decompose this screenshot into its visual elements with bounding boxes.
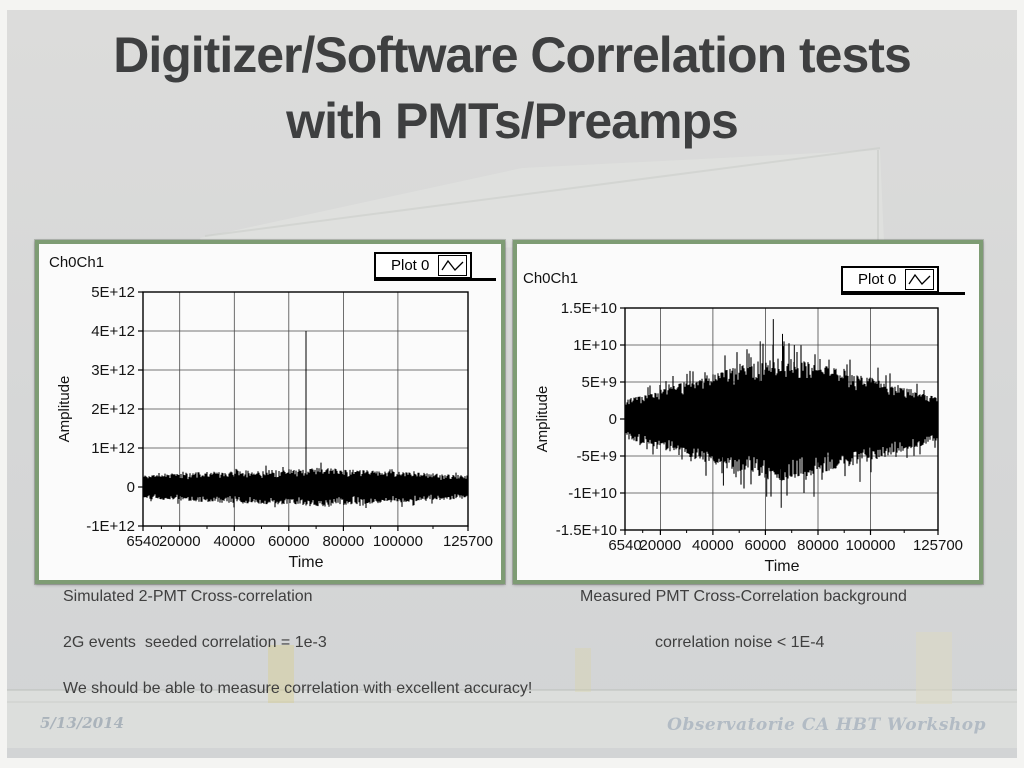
legend-underline: [841, 292, 965, 295]
svg-text:60000: 60000: [745, 537, 787, 554]
svg-text:125700: 125700: [913, 537, 963, 554]
caption-conclusion: We should be able to measure correlation…: [63, 680, 533, 697]
svg-text:-5E+9: -5E+9: [577, 448, 617, 465]
svg-text:0: 0: [609, 411, 617, 428]
background-photo: [7, 147, 1017, 748]
legend-underline: [374, 278, 496, 281]
svg-text:Time: Time: [289, 554, 324, 571]
svg-text:1E+10: 1E+10: [573, 337, 617, 354]
svg-text:6540: 6540: [126, 533, 159, 550]
svg-text:2E+12: 2E+12: [91, 401, 135, 418]
caption-simulated-title: Simulated 2-PMT Cross-correlation: [63, 588, 313, 605]
svg-text:-1.5E+10: -1.5E+10: [556, 522, 617, 539]
legend-label: Plot 0: [858, 271, 897, 288]
zigzag-line-icon: [438, 255, 468, 276]
svg-text:-1E+12: -1E+12: [86, 518, 135, 535]
svg-text:100000: 100000: [845, 537, 895, 554]
slide-title-line2: with PMTs/Preamps: [286, 93, 739, 149]
svg-text:20000: 20000: [640, 537, 682, 554]
plot-title: Ch0Ch1: [523, 270, 579, 287]
slide-title-line1: Digitizer/Software Correlation tests: [113, 27, 912, 83]
svg-text:40000: 40000: [213, 533, 255, 550]
svg-text:-1E+10: -1E+10: [568, 485, 617, 502]
plot-title: Ch0Ch1: [49, 254, 105, 271]
zigzag-line-icon: [905, 269, 935, 290]
footer-date: 5/13/2014: [40, 714, 125, 732]
footer-credit: Observatorie CA HBT Workshop: [667, 715, 986, 735]
caption-simulated-detail: 2G events seeded correlation = 1e-3: [63, 634, 327, 651]
plot-legend: Plot 0: [841, 266, 940, 293]
svg-text:80000: 80000: [323, 533, 365, 550]
svg-text:80000: 80000: [797, 537, 839, 554]
simulated-correlation-chart: 6540 20000 40000 60000 80000 100000 125700 5E+1…: [56, 284, 493, 571]
svg-text:100000: 100000: [373, 533, 423, 550]
svg-text:5E+12: 5E+12: [91, 284, 135, 301]
svg-text:20000: 20000: [159, 533, 201, 550]
svg-text:60000: 60000: [268, 533, 310, 550]
svg-text:4E+12: 4E+12: [91, 323, 135, 340]
svg-text:1.5E+10: 1.5E+10: [561, 300, 617, 317]
plot-simulated-correlation: 6540 20000 40000 60000 80000 100000 125700 5E+1…: [35, 240, 505, 584]
legend-label: Plot 0: [391, 257, 430, 274]
plot-legend: Plot 0: [374, 252, 473, 279]
svg-text:Amplitude: Amplitude: [534, 386, 551, 453]
svg-text:Time: Time: [765, 558, 800, 575]
svg-text:5E+9: 5E+9: [582, 374, 617, 391]
svg-text:0: 0: [127, 479, 135, 496]
plot-measured-background: 6540 20000 40000 60000 80000 100000 125700 1.5E…: [513, 240, 983, 584]
svg-text:Amplitude: Amplitude: [56, 376, 73, 443]
svg-text:40000: 40000: [692, 537, 734, 554]
svg-text:6540: 6540: [608, 537, 641, 554]
svg-text:3E+12: 3E+12: [91, 362, 135, 379]
caption-measured-detail: correlation noise < 1E-4: [655, 634, 825, 651]
caption-measured-title: Measured PMT Cross-Correlation backgroun…: [580, 588, 907, 605]
svg-text:125700: 125700: [443, 533, 493, 550]
svg-text:1E+12: 1E+12: [91, 440, 135, 457]
slide-title: Digitizer/Software Correlation tests wit…: [7, 22, 1017, 154]
